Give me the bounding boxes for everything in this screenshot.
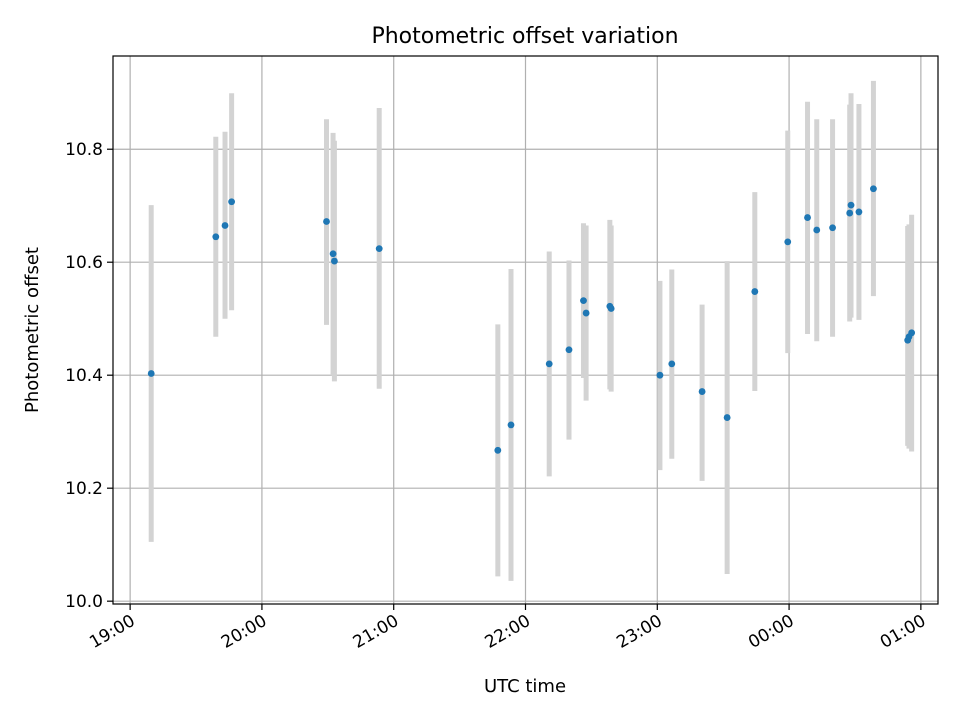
data-point: [228, 198, 236, 206]
data-point: [375, 245, 383, 253]
data-point: [846, 209, 854, 217]
data-point: [329, 250, 337, 258]
data-point: [656, 371, 664, 379]
y-tick-label: 10.6: [65, 253, 103, 273]
data-point: [582, 309, 590, 317]
y-axis-label: Photometric offset: [22, 247, 43, 413]
data-point: [813, 226, 821, 234]
data-point: [580, 297, 587, 305]
data-point: [804, 214, 811, 221]
data-point: [494, 446, 502, 454]
data-point: [545, 360, 553, 368]
chart-title: Photometric offset variation: [371, 24, 678, 49]
data-point: [784, 238, 792, 246]
data-point: [751, 288, 759, 295]
data-point: [829, 224, 836, 232]
data-point: [221, 222, 229, 229]
data-point: [668, 360, 676, 368]
data-point: [870, 185, 877, 193]
x-axis-label: UTC time: [484, 676, 566, 697]
data-point: [323, 218, 330, 225]
data-point: [698, 388, 706, 395]
x-tick-label: 22:00: [482, 611, 534, 653]
grid-layer: [113, 56, 938, 604]
data-point: [147, 370, 155, 377]
x-tick-label: 00:00: [745, 611, 797, 653]
data-point: [507, 421, 515, 429]
data-point: [723, 414, 731, 421]
data-point: [331, 257, 338, 265]
data-point: [212, 233, 220, 241]
point-layer: [147, 185, 916, 454]
x-tick-label: 21:00: [350, 611, 402, 653]
x-tick-label: 23:00: [613, 611, 665, 653]
data-point: [908, 329, 916, 337]
y-tick-label: 10.4: [65, 366, 103, 386]
data-point: [855, 208, 863, 216]
data-point: [847, 201, 855, 209]
y-tick-label: 10.0: [65, 592, 103, 612]
x-tick-label: 20:00: [218, 611, 270, 653]
data-point: [607, 305, 615, 312]
x-tick-label: 01:00: [877, 611, 929, 653]
errorbar-layer: [148, 80, 915, 581]
y-tick-label: 10.8: [65, 140, 103, 160]
y-tick-label: 10.2: [65, 479, 103, 499]
x-tick-label: 19:00: [86, 611, 138, 653]
data-point: [565, 346, 573, 354]
